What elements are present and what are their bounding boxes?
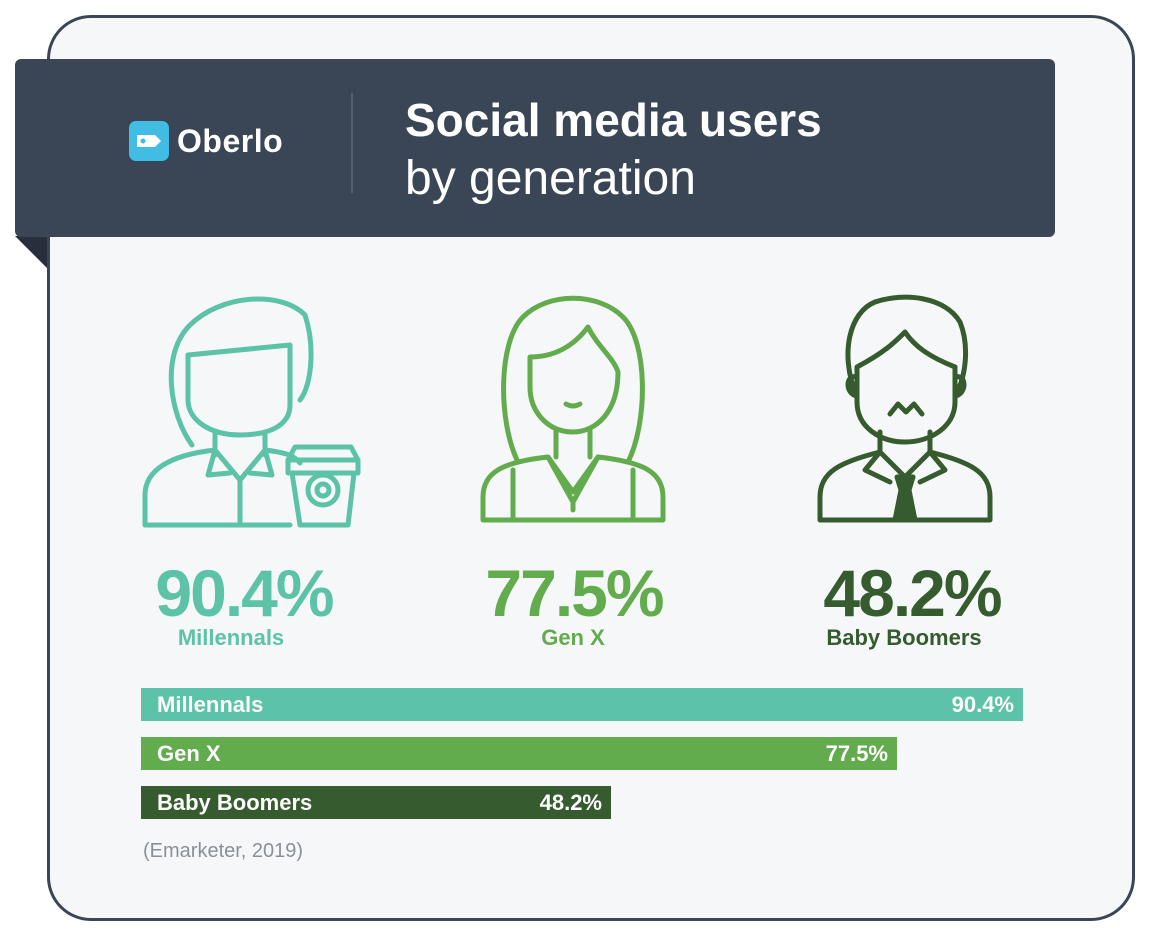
bar-millennials: Millennals 90.4%	[141, 688, 1023, 721]
page-title: Social media users	[405, 94, 822, 146]
boomers-label: Baby Boomers	[826, 625, 982, 650]
bar-value-millennials: 90.4%	[951, 692, 1014, 717]
millennial-person-icon	[142, 296, 361, 528]
header-divider	[351, 93, 353, 193]
bar-label-millennials: Millennals	[157, 692, 264, 717]
bar-value-genx: 77.5%	[825, 741, 888, 766]
page-subtitle: by generation	[405, 152, 696, 205]
bar-boomers: Baby Boomers 48.2%	[141, 786, 611, 819]
boomer-man-icon	[817, 294, 993, 523]
source-note: (Emarketer, 2019)	[143, 840, 304, 862]
bar-value-boomers: 48.2%	[539, 790, 602, 815]
millennials-pct: 90.4%	[155, 556, 334, 630]
bar-label-boomers: Baby Boomers	[157, 790, 313, 815]
genx-label: Gen X	[541, 625, 605, 650]
brand-logo: Oberlo	[129, 121, 283, 161]
millennials-label: Millennals	[177, 625, 285, 650]
boomers-pct: 48.2%	[823, 556, 1002, 630]
brand-name: Oberlo	[177, 122, 284, 159]
genx-woman-icon	[480, 295, 666, 523]
bar-genx: Gen X 77.5%	[141, 737, 897, 770]
header-banner: Oberlo Social media users by generation	[15, 59, 1055, 237]
genx-pct: 77.5%	[485, 556, 664, 630]
ribbon-fold	[15, 236, 47, 268]
bar-label-genx: Gen X	[157, 741, 221, 766]
oberlo-tag-icon	[129, 121, 169, 161]
